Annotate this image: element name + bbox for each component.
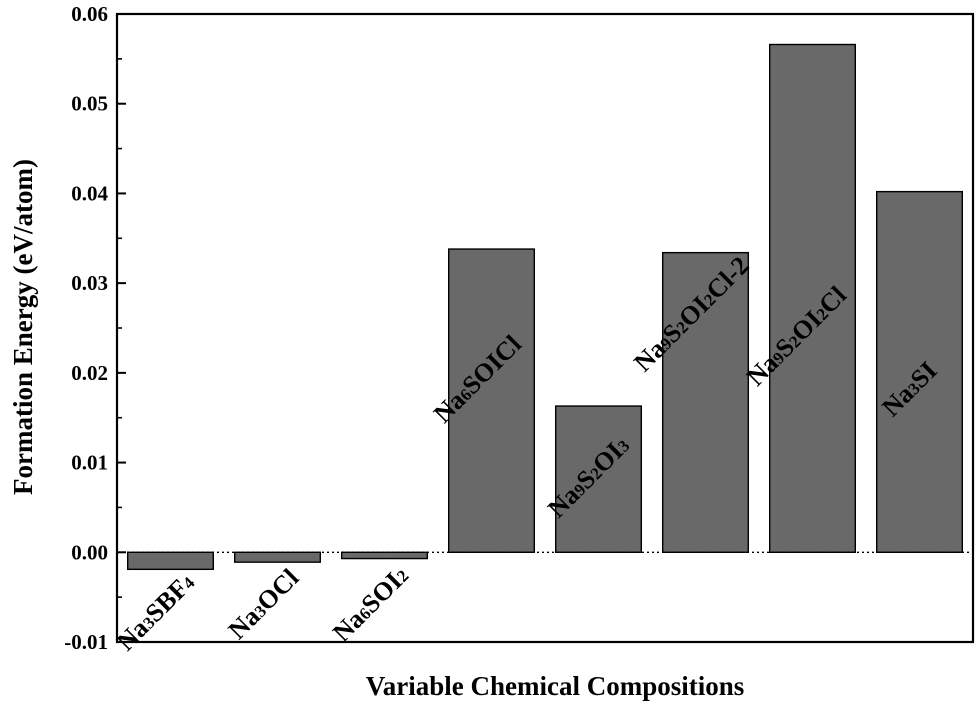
y-tick-label: 0.05 [71, 92, 108, 116]
y-axis-title: Formation Energy (eV/atom) [8, 159, 38, 495]
bar-1 [126, 551, 214, 571]
bar-6 [662, 251, 750, 553]
y-tick-label: 0.04 [71, 181, 108, 205]
y-tick-label: 0.06 [71, 2, 108, 26]
bar-label-3: Na6SOI2 [327, 561, 414, 648]
y-tick-label: 0.03 [71, 271, 108, 295]
bar-label-2: Na3OCl [223, 563, 305, 645]
y-tick-label: 0.02 [71, 361, 108, 385]
y-tick-label: 0.00 [71, 540, 108, 564]
bar-8 [876, 190, 964, 553]
bar-5 [555, 405, 643, 553]
bar-4 [448, 248, 536, 553]
bar-3 [341, 551, 429, 560]
bar-2 [233, 551, 321, 563]
y-tick-label: -0.01 [64, 630, 108, 654]
y-tick-label: 0.01 [71, 451, 108, 475]
bar-7 [769, 43, 857, 553]
bars [126, 43, 964, 571]
x-axis-title: Variable Chemical Compositions [366, 671, 745, 701]
y-axis-ticks: -0.01 0.00 0.01 0.02 0.03 0.04 0.05 0.06 [64, 2, 126, 654]
